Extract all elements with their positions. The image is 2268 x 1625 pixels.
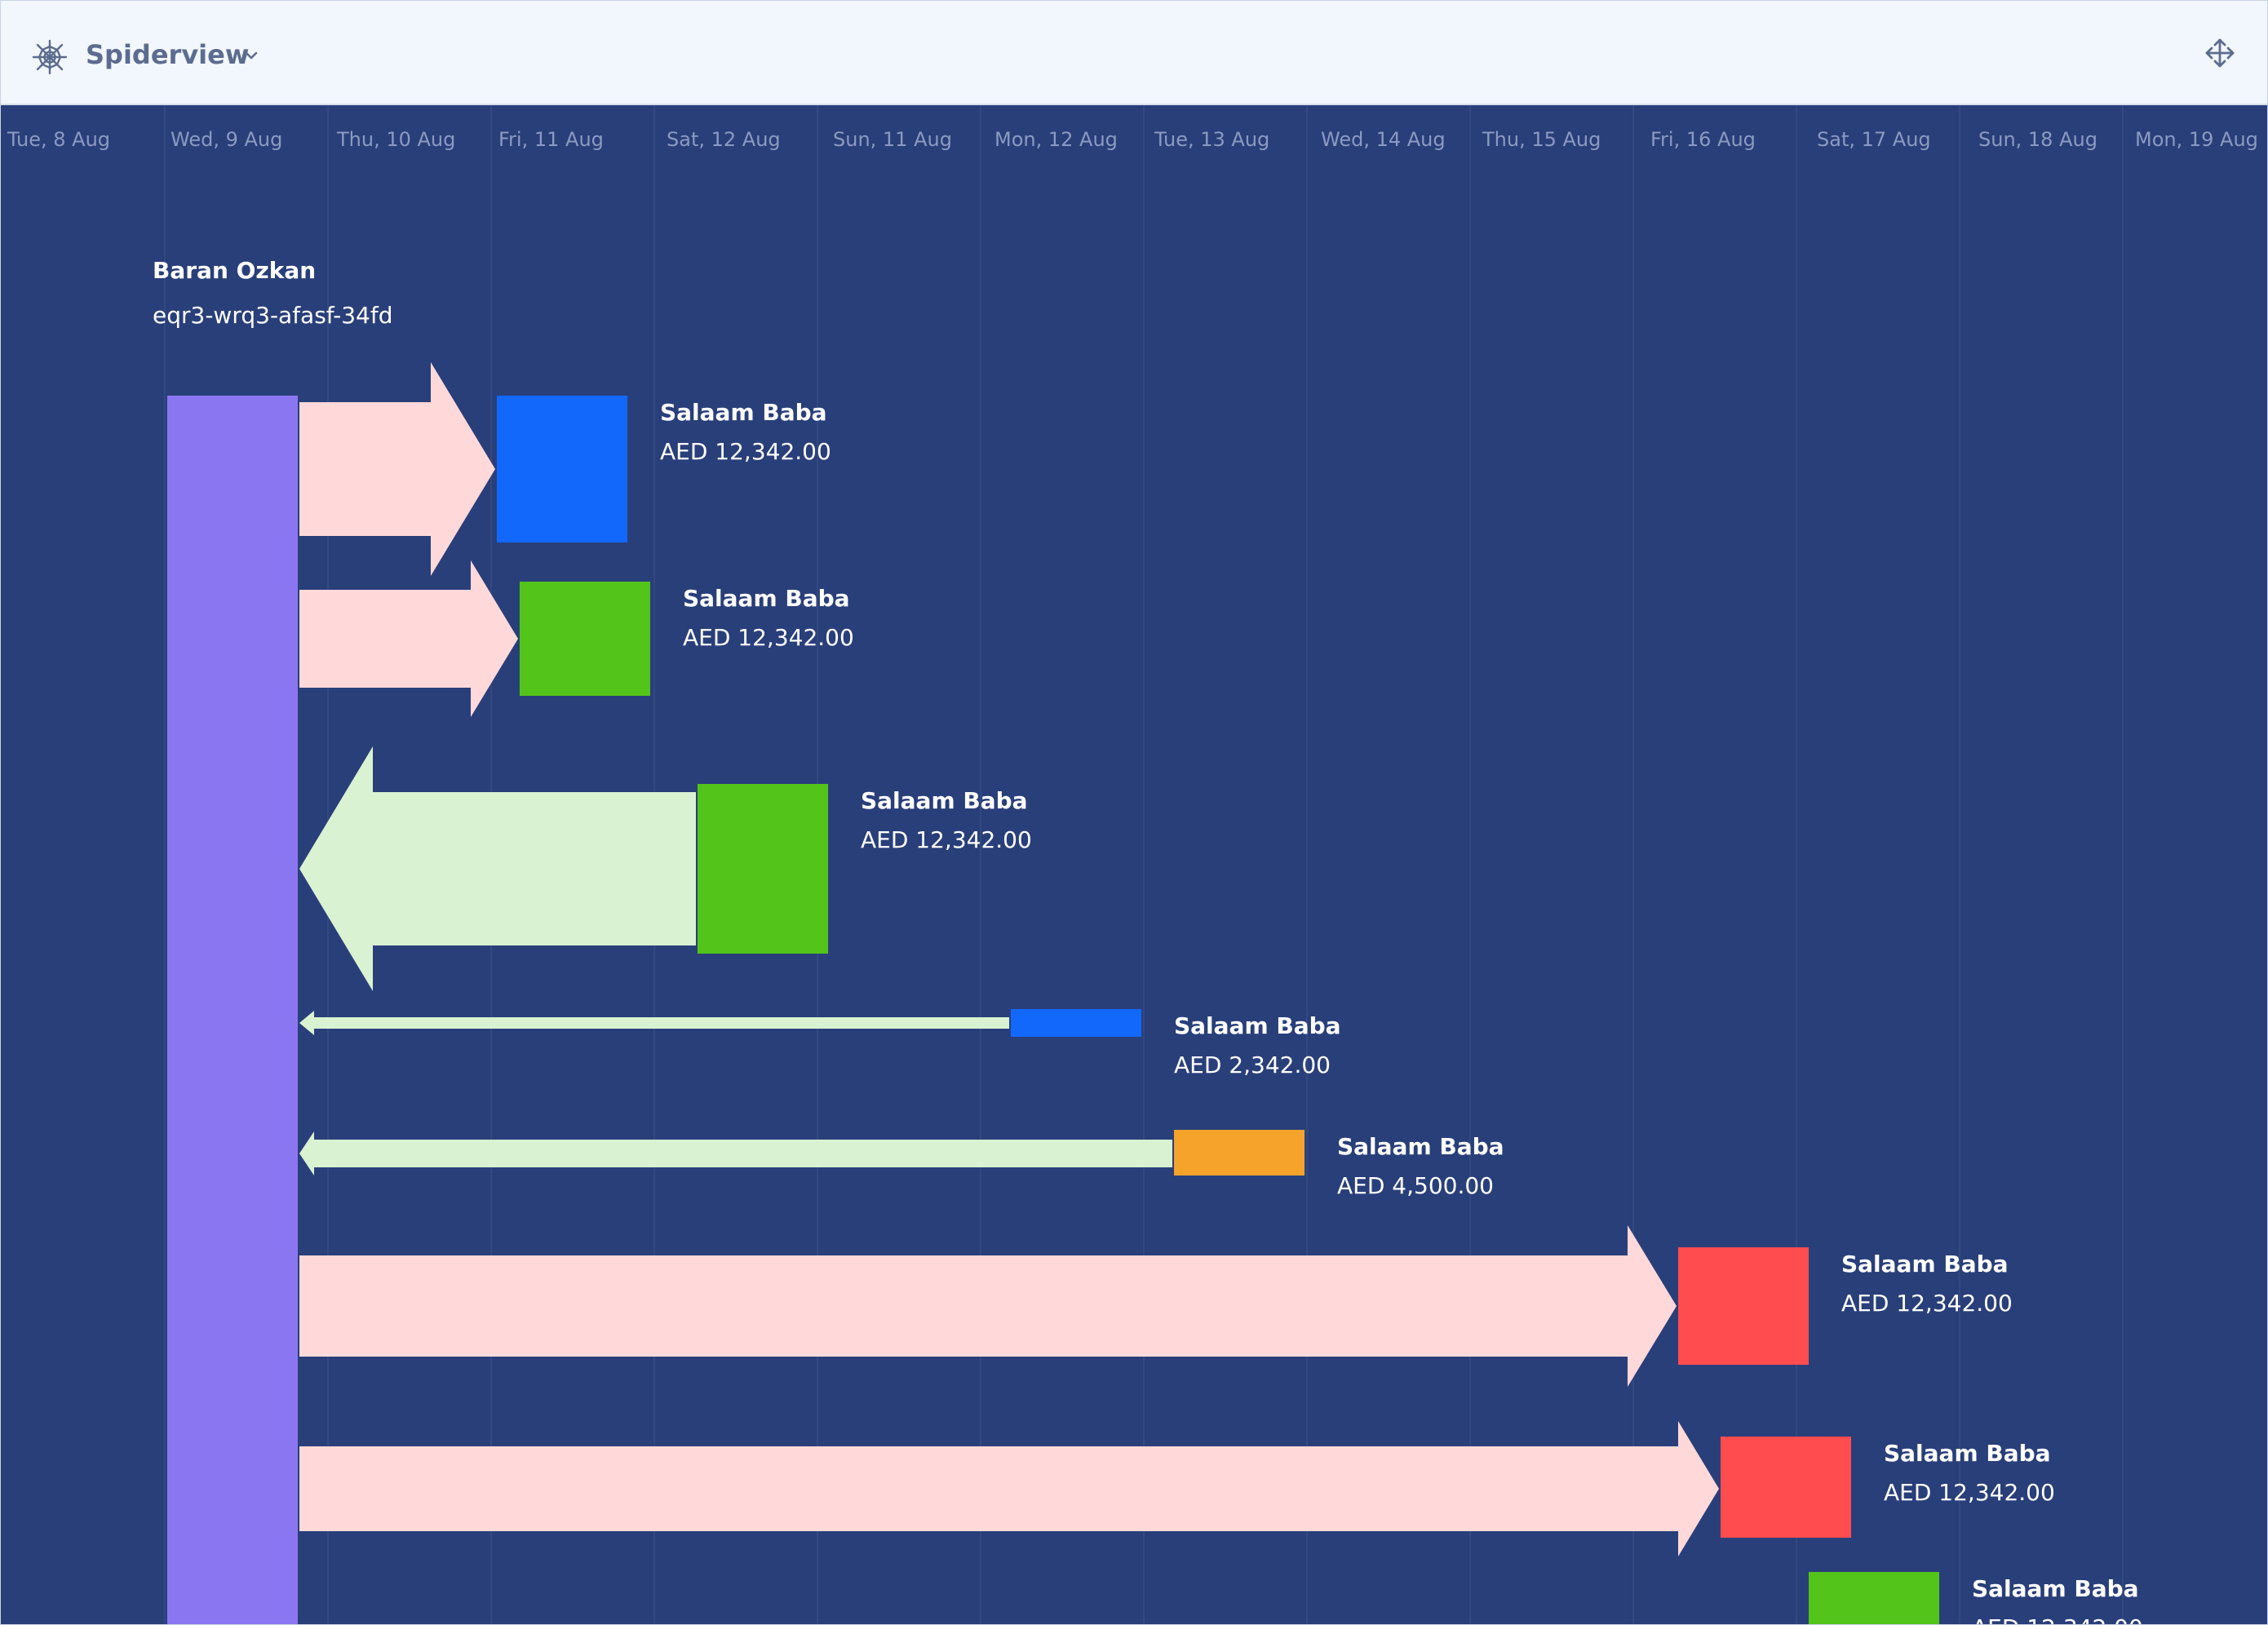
transaction-amount: AED 12,342.00 [1884, 1479, 2055, 1506]
outgoing-flow-arrow[interactable] [299, 362, 495, 576]
day-label: Fri, 11 Aug [498, 128, 604, 151]
counterparty-name: Salaam Baba [683, 585, 850, 612]
transaction-amount: AED 2,342.00 [1174, 1052, 1331, 1078]
incoming-flow-arrow[interactable] [299, 1011, 1009, 1035]
day-label: Sun, 11 Aug [833, 128, 952, 151]
chevron-down-icon[interactable] [242, 46, 260, 64]
transaction-amount: AED 4,500.00 [1337, 1172, 1494, 1199]
counterparty-name: Salaam Baba [1174, 1012, 1341, 1039]
day-gridline [1632, 105, 1634, 1624]
app-title[interactable]: Spiderview [86, 39, 250, 70]
day-label: Mon, 19 Aug [2135, 128, 2258, 151]
day-gridline [1959, 105, 1960, 1624]
transaction-node[interactable] [1809, 1572, 1939, 1624]
move-arrows-icon[interactable] [2204, 37, 2236, 69]
day-label: Wed, 14 Aug [1321, 128, 1446, 151]
day-label: Fri, 16 Aug [1650, 128, 1756, 151]
day-label: Tue, 13 Aug [1154, 128, 1270, 151]
counterparty-name: Salaam Baba [1337, 1133, 1504, 1160]
counterparty-name: Salaam Baba [1884, 1440, 2051, 1467]
transaction-amount: AED 12,342.00 [660, 438, 831, 465]
counterparty-name: Salaam Baba [660, 399, 827, 426]
day-label: Thu, 15 Aug [1482, 128, 1601, 151]
incoming-flow-arrow[interactable] [299, 1131, 1172, 1176]
transaction-node[interactable] [1011, 1009, 1141, 1037]
transaction-node[interactable] [1721, 1437, 1851, 1538]
day-label: Wed, 9 Aug [171, 128, 283, 151]
day-label: Tue, 8 Aug [7, 128, 111, 151]
day-label: Sun, 18 Aug [1978, 128, 2097, 151]
day-label: Sat, 17 Aug [1817, 128, 1931, 151]
person-bar[interactable] [167, 396, 298, 1624]
transaction-node[interactable] [1174, 1130, 1305, 1176]
day-label: Mon, 12 Aug [994, 128, 1118, 151]
day-gridline [980, 105, 981, 1624]
day-gridline [1143, 105, 1145, 1624]
transaction-node[interactable] [497, 396, 627, 542]
counterparty-name: Salaam Baba [1972, 1575, 2139, 1602]
transaction-amount: AED 12,342.00 [1972, 1614, 2143, 1624]
day-gridline [1796, 105, 1797, 1624]
day-label: Sat, 12 Aug [667, 128, 781, 151]
transaction-amount: AED 12,342.00 [1841, 1290, 2013, 1317]
transaction-node[interactable] [1678, 1247, 1809, 1365]
person-name: Baran Ozkan [153, 257, 317, 284]
transaction-amount: AED 12,342.00 [683, 624, 854, 651]
day-label: Thu, 10 Aug [337, 128, 456, 151]
incoming-flow-arrow[interactable] [299, 746, 696, 991]
panel-header: Spiderview [1, 1, 2267, 105]
person-id: eqr3-wrq3-afasf-34fd [153, 302, 393, 329]
counterparty-name: Salaam Baba [861, 787, 1028, 814]
counterparty-name: Salaam Baba [1841, 1251, 2009, 1277]
day-gridline [2122, 105, 2124, 1624]
transaction-node[interactable] [698, 784, 828, 954]
transaction-amount: AED 12,342.00 [861, 826, 1032, 853]
day-gridline [164, 105, 166, 1624]
day-gridline [1306, 105, 1308, 1624]
transaction-node[interactable] [520, 582, 650, 696]
outgoing-flow-arrow[interactable] [299, 1421, 1719, 1556]
outgoing-flow-arrow[interactable] [299, 560, 518, 717]
outgoing-flow-arrow[interactable] [299, 1225, 1677, 1387]
day-gridline [1469, 105, 1471, 1624]
spider-web-icon [32, 39, 68, 75]
